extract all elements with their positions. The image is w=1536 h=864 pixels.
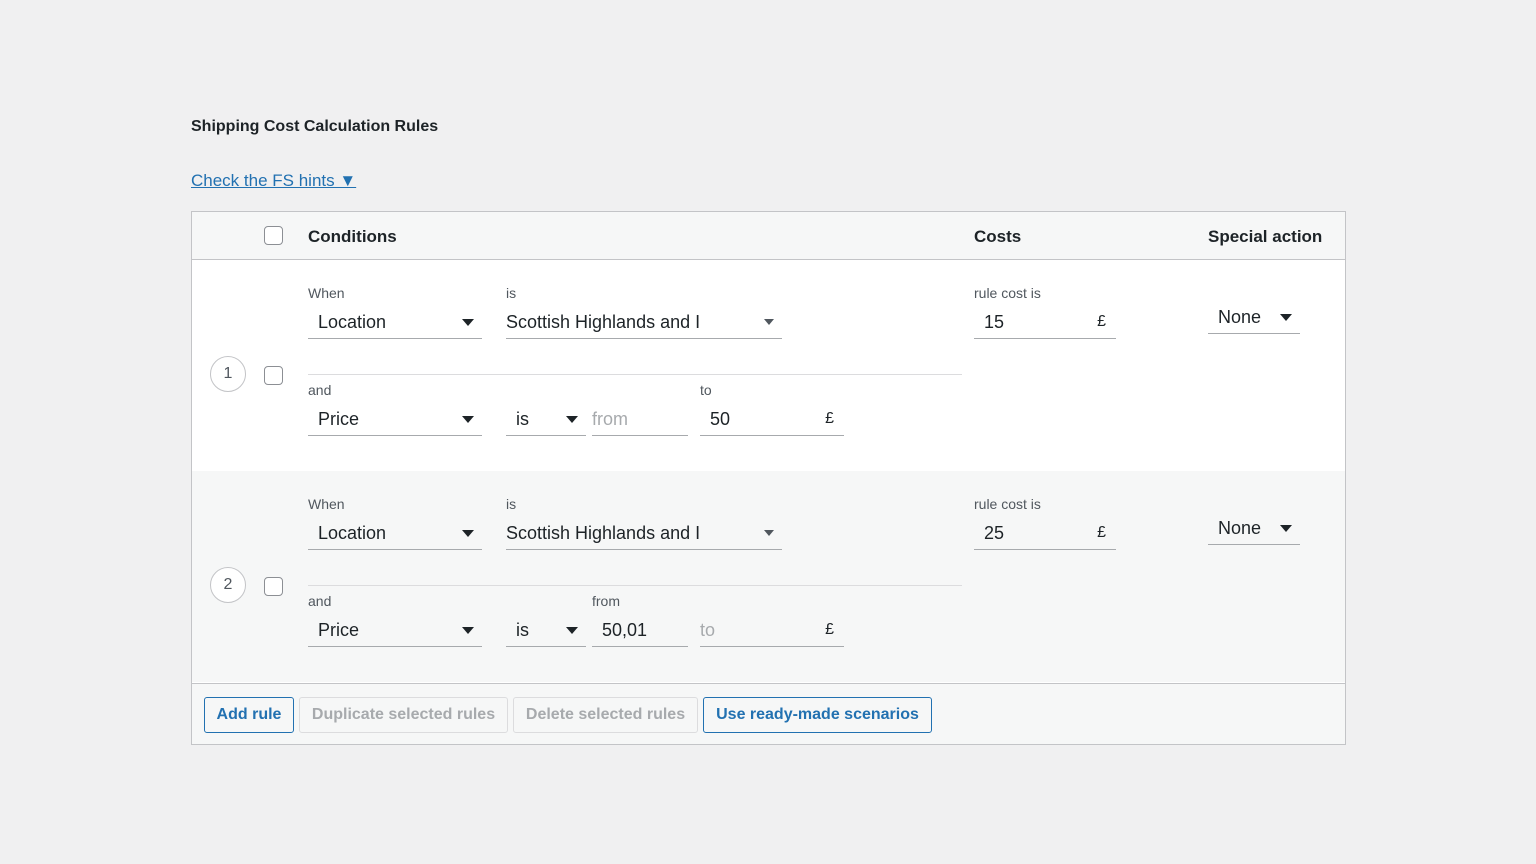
is-label: is — [506, 496, 517, 512]
rule-number: 1 — [210, 356, 246, 392]
to-input-value: 50 — [710, 409, 731, 429]
chevron-down-icon — [1280, 314, 1292, 321]
cost-label: rule cost is — [974, 285, 1041, 301]
condition-select[interactable]: Location — [308, 305, 482, 339]
location-select[interactable]: Scottish Highlands and I — [506, 516, 782, 550]
rule-cost-input[interactable]: 25 £ — [974, 516, 1116, 550]
add-rule-button[interactable]: Add rule — [204, 697, 294, 733]
header-conditions: Conditions — [308, 227, 397, 246]
operator-select[interactable]: is — [506, 402, 586, 436]
select-all-checkbox[interactable] — [264, 226, 283, 245]
condition2-select-value: Price — [318, 620, 360, 640]
header-costs: Costs — [974, 227, 1022, 246]
ready-made-scenarios-button[interactable]: Use ready-made scenarios — [703, 697, 932, 733]
from-label: from — [592, 593, 620, 609]
operator-select-value: is — [516, 409, 529, 429]
rules-table: Conditions Costs Special action 1 When Loc… — [191, 211, 1346, 745]
and-label: and — [308, 593, 332, 609]
chevron-down-icon — [764, 319, 774, 325]
location-select-value: Scottish Highlands and I — [506, 523, 701, 543]
currency-symbol: £ — [825, 410, 834, 427]
is-label: is — [506, 285, 517, 301]
rule-checkbox[interactable] — [264, 366, 283, 385]
condition-select-value: Location — [318, 312, 387, 332]
location-select-value: Scottish Highlands and I — [506, 312, 701, 332]
special-action-select[interactable]: None — [1208, 511, 1300, 545]
condition-divider — [308, 585, 962, 586]
currency-symbol: £ — [825, 621, 834, 638]
to-input-placeholder: to — [700, 620, 716, 640]
rule-number: 2 — [210, 567, 246, 603]
when-label: When — [308, 496, 345, 512]
chevron-down-icon — [462, 416, 474, 423]
duplicate-rules-button[interactable]: Duplicate selected rules — [299, 697, 508, 733]
special-action-select-value: None — [1218, 307, 1262, 327]
condition-select-value: Location — [318, 523, 387, 543]
condition2-select[interactable]: Price — [308, 402, 482, 436]
page-title: Shipping Cost Calculation Rules — [191, 118, 439, 135]
condition2-select[interactable]: Price — [308, 613, 482, 647]
rule-cost-input-value: 25 — [984, 523, 1005, 543]
to-label: to — [700, 382, 712, 398]
special-action-select[interactable]: None — [1208, 300, 1300, 334]
operator-select-value: is — [516, 620, 529, 640]
delete-rules-button[interactable]: Delete selected rules — [513, 697, 698, 733]
from-input[interactable]: 50,01 — [592, 613, 688, 647]
condition-select[interactable]: Location — [308, 516, 482, 550]
currency-symbol: £ — [1097, 313, 1106, 330]
from-input-placeholder: from — [592, 409, 628, 429]
rule-row: 1 When Location is Scottish Highlands and I r… — [192, 260, 1345, 471]
chevron-down-icon — [566, 627, 578, 634]
table-footer: Add rule Duplicate selected rules Delete… — [192, 683, 1345, 744]
and-label: and — [308, 382, 332, 398]
rule-checkbox[interactable] — [264, 577, 283, 596]
operator-select[interactable]: is — [506, 613, 586, 647]
chevron-down-icon — [462, 627, 474, 634]
from-input[interactable]: from — [592, 402, 688, 436]
chevron-down-icon — [462, 319, 474, 326]
location-select[interactable]: Scottish Highlands and I — [506, 305, 782, 339]
when-label: When — [308, 285, 345, 301]
table-header: Conditions Costs Special action — [192, 212, 1345, 260]
chevron-down-icon — [462, 530, 474, 537]
fs-hints-link[interactable]: Check the FS hints ▼ — [191, 171, 357, 190]
to-input[interactable]: 50 £ — [700, 402, 844, 436]
chevron-down-icon — [764, 530, 774, 536]
chevron-down-icon — [1280, 525, 1292, 532]
cost-label: rule cost is — [974, 496, 1041, 512]
condition2-select-value: Price — [318, 409, 360, 429]
rule-cost-input[interactable]: 15 £ — [974, 305, 1116, 339]
chevron-down-icon — [566, 416, 578, 423]
rule-cost-input-value: 15 — [984, 312, 1005, 332]
from-input-value: 50,01 — [602, 620, 648, 640]
condition-divider — [308, 374, 962, 375]
to-input[interactable]: to £ — [700, 613, 844, 647]
header-special-action: Special action — [1208, 227, 1323, 246]
special-action-select-value: None — [1218, 518, 1262, 538]
currency-symbol: £ — [1097, 524, 1106, 541]
rule-row: 2 When Location is Scottish Highlands and I r… — [192, 471, 1345, 682]
